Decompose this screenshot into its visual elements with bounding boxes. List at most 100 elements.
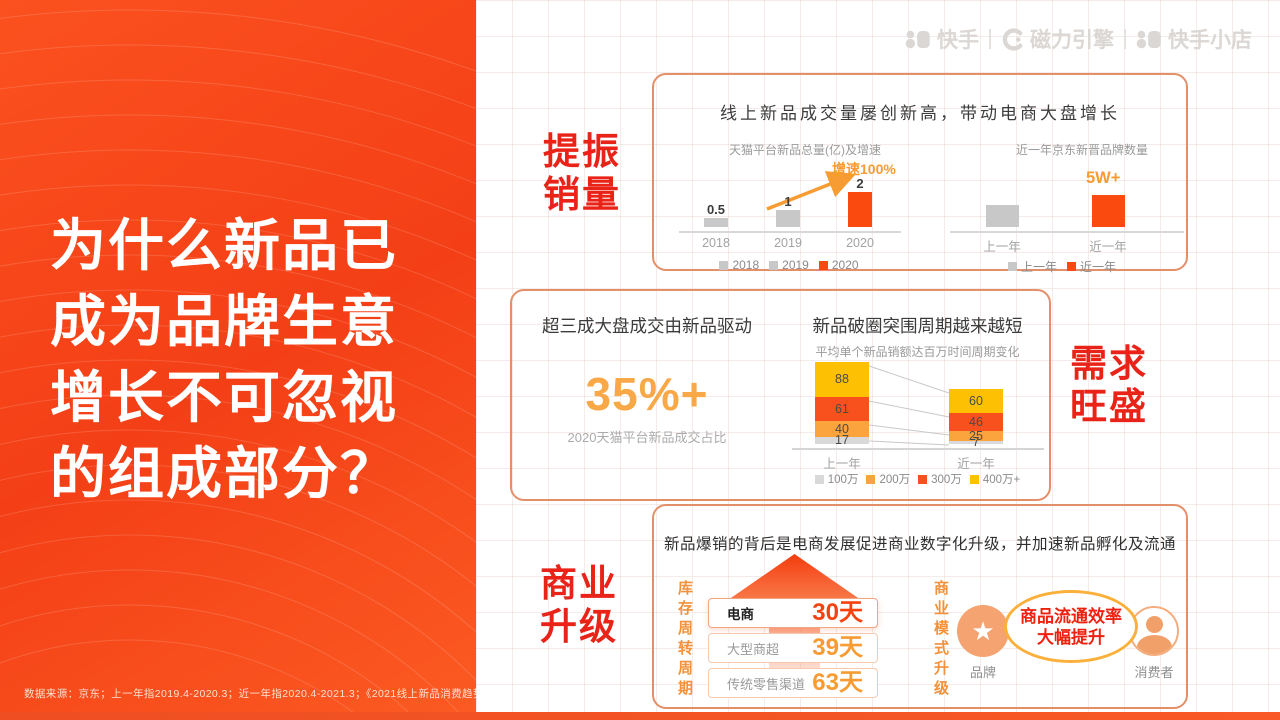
person-icon-body xyxy=(1137,635,1172,654)
breakout-chart-legend: 100万 200万 300万 400万+ xyxy=(782,471,1053,487)
legend-label: 100万 xyxy=(827,474,859,486)
tick-last-year: 上一年 xyxy=(823,457,861,471)
legend-swatch xyxy=(866,474,876,484)
table-row-hypermarket: 大型商超 39天 xyxy=(708,633,878,663)
section-label-business-upgrade: 商业 升级 xyxy=(540,562,618,648)
growth-arrow-icon xyxy=(766,171,857,211)
new-product-share-block: 超三成大盘成交由新品驱动 35%+ 2020天猫平台新品成交占比 xyxy=(512,291,782,499)
upgrade-label-line-1: 商业 xyxy=(540,563,618,604)
page-title: 为什么新品已 成为品牌生意 增长不可忽视 的组成部分？ xyxy=(50,208,398,512)
bar-2020-value: 2 xyxy=(856,176,864,191)
legend-swatch xyxy=(719,260,729,270)
segment-value: 60 xyxy=(969,393,983,408)
bar-last-year-rect xyxy=(985,204,1019,227)
segment-value: 7 xyxy=(972,435,980,450)
legend-swatch xyxy=(1007,262,1017,271)
row-value: 63天 xyxy=(812,669,863,696)
person-icon xyxy=(1146,616,1163,633)
stacked-bar-last-year: 88 61 40 17 xyxy=(815,361,869,448)
business-model-vertical-label: 商业模式升级 xyxy=(932,580,949,700)
bar-2019: 1 xyxy=(768,193,808,227)
kwai-shop-logo-text: 快手小店 xyxy=(1168,29,1252,52)
upgrade-label-line-2: 升级 xyxy=(540,606,618,647)
page-title-line-1: 为什么新品已 xyxy=(50,214,398,277)
segment-100w: 7 xyxy=(949,436,1003,448)
row-value: 30天 xyxy=(812,599,863,626)
sales-card-title: 线上新品成交量屡创新高，带动电商大盘增长 xyxy=(720,104,1120,123)
star-icon: ★ xyxy=(971,616,995,646)
tmall-chart-axis xyxy=(679,231,901,233)
bar-2020: 2 xyxy=(840,177,880,227)
kuaishou-logo: 快手 xyxy=(905,24,979,54)
legend-swatch xyxy=(818,260,828,270)
tick-2019: 2019 xyxy=(774,236,802,250)
page-title-line-3: 增长不可忽视 xyxy=(50,366,398,429)
boost-label-line-1: 提振 xyxy=(543,131,621,172)
legend-label: 200万 xyxy=(879,474,911,486)
row-label: 大型商超 xyxy=(727,641,780,657)
legend-swatch xyxy=(814,474,824,484)
consumer-label: 消费者 xyxy=(1134,665,1174,680)
segment-value: 61 xyxy=(835,401,849,416)
bar-2018-value: 0.5 xyxy=(706,202,726,218)
bar-recent-year xyxy=(1088,195,1128,227)
logo-divider xyxy=(1124,29,1126,49)
breakout-chart-axis xyxy=(792,448,1044,450)
legend-item-300w: 300万 xyxy=(918,471,962,487)
tick-2020: 2020 xyxy=(846,236,874,250)
share-block-title: 超三成大盘成交由新品驱动 xyxy=(542,316,752,336)
table-row-ecommerce: 电商 30天 xyxy=(708,598,878,628)
concentric-arcs-decoration xyxy=(0,9,476,712)
magnet-icon xyxy=(1002,27,1023,51)
tmall-chart-caption: 天猫平台新品总量(亿)及增速 xyxy=(729,143,881,157)
segment-300w: 61 xyxy=(815,396,869,422)
page-title-line-2: 成为品牌生意 xyxy=(50,290,398,353)
card-demand: 超三成大盘成交由新品驱动 35%+ 2020天猫平台新品成交占比 新品破圈突围周… xyxy=(510,289,1051,501)
segment-value: 17 xyxy=(835,433,849,448)
segment-value: 40 xyxy=(835,421,849,436)
legend-item-200w: 200万 xyxy=(866,471,910,487)
legend-swatch xyxy=(969,474,979,484)
legend-swatch xyxy=(918,474,928,484)
legend-label: 400万+ xyxy=(982,474,1021,486)
logo-divider xyxy=(989,29,991,49)
segment-200w: 25 xyxy=(949,430,1003,442)
bar-last-year xyxy=(982,204,1022,227)
legend-swatch xyxy=(1067,262,1076,271)
bubble-line-1: 商品流通效率 xyxy=(1020,606,1122,626)
legend-item-recent-year: 近一年 xyxy=(1067,258,1116,275)
magnetic-engine-logo-text: 磁力引擎 xyxy=(1030,29,1114,52)
card-business-upgrade: 新品爆销的背后是电商发展促进商业数字化升级，并加速新品孵化及流通 库存周转周期 … xyxy=(652,504,1188,709)
boost-label-line-2: 销量 xyxy=(543,174,621,215)
kwai-shop-logo: 快手小店 xyxy=(1136,24,1252,54)
jd-chart-legend: 上一年 近一年 xyxy=(934,258,1190,275)
breakout-cycle-chart: 新品破圈突围周期越来越短 平均单个新品销额达百万时间周期变化 88 61 40 … xyxy=(782,291,1053,499)
legend-item-2020: 2020 xyxy=(818,258,859,272)
legend-item-last-year: 上一年 xyxy=(1007,258,1057,275)
kuaishou-logo-text: 快手 xyxy=(937,29,979,52)
jd-highlight-value: 5W+ xyxy=(1086,169,1121,187)
bubble-line-2: 大幅提升 xyxy=(1037,627,1105,647)
stacked-bar-recent-year: 60 46 25 7 xyxy=(949,388,1003,448)
bar-recent-year-rect xyxy=(1091,195,1125,227)
legend-item-2019: 2019 xyxy=(769,258,809,272)
jd-chart-axis xyxy=(950,231,1184,233)
legend-label: 2019 xyxy=(782,258,809,272)
row-value: 39天 xyxy=(812,634,863,661)
tick-last-year: 上一年 xyxy=(983,240,1021,254)
brand-label: 品牌 xyxy=(969,665,996,680)
segment-connector-lines xyxy=(868,365,950,446)
legend-item-100w: 100万 xyxy=(814,471,859,487)
bar-2020-rect xyxy=(848,192,872,227)
legend-label: 上一年 xyxy=(1020,260,1057,274)
breakout-chart-subtitle: 平均单个新品销额达百万时间周期变化 xyxy=(815,345,1020,359)
upgrade-card-title: 新品爆销的背后是电商发展促进商业数字化升级，并加速新品孵化及流通 xyxy=(663,536,1176,553)
tmall-new-product-chart: 天猫平台新品总量(亿)及增速 增速100% 0.5 1 2 xyxy=(654,75,924,272)
tick-2018: 2018 xyxy=(702,236,730,250)
segment-400w: 60 xyxy=(949,388,1003,413)
bar-2019-value: 1 xyxy=(784,193,792,209)
segment-100w: 17 xyxy=(815,433,869,448)
legend-label: 2020 xyxy=(831,258,859,272)
legend-label: 300万 xyxy=(931,474,962,486)
section-label-boost-sales: 提振 销量 xyxy=(543,130,621,216)
